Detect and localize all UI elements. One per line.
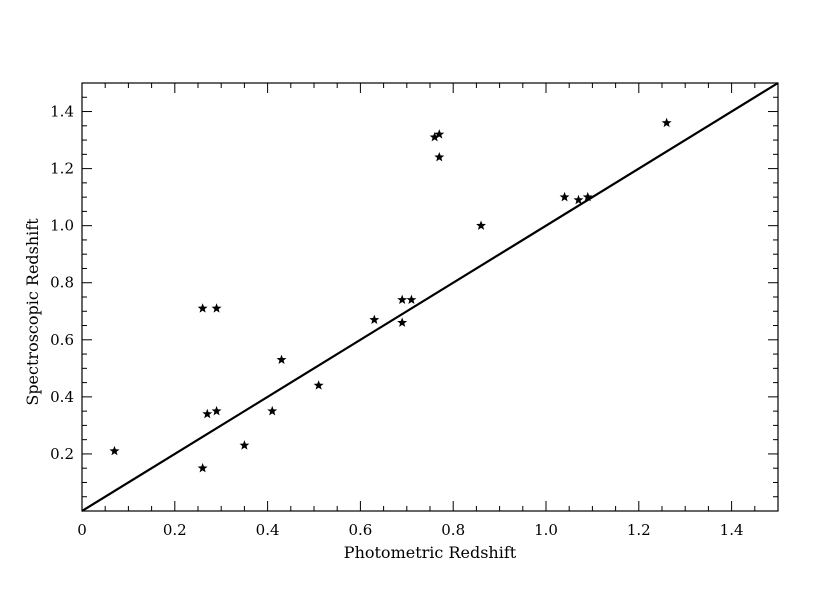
y-tick-label: 0.6 bbox=[50, 331, 74, 349]
x-tick-label: 0.6 bbox=[348, 521, 372, 539]
x-axis-title: Photometric Redshift bbox=[344, 543, 517, 562]
data-point-star bbox=[434, 129, 445, 139]
data-point-star bbox=[109, 445, 120, 456]
data-point-star bbox=[661, 117, 672, 128]
data-point-star bbox=[211, 405, 222, 416]
y-tick-label: 0.8 bbox=[50, 274, 74, 292]
data-point-star bbox=[397, 294, 408, 305]
data-point-star bbox=[406, 294, 417, 305]
x-tick-label: 1.4 bbox=[720, 521, 744, 539]
x-tick-label: 1.2 bbox=[627, 521, 651, 539]
x-tick-label: 0.4 bbox=[256, 521, 280, 539]
data-point-star bbox=[559, 191, 570, 202]
data-point-star bbox=[573, 194, 584, 205]
x-tick-label: 0.8 bbox=[441, 521, 465, 539]
identity-line-group bbox=[81, 82, 779, 512]
data-point-star bbox=[197, 463, 208, 473]
data-point-star bbox=[313, 380, 324, 390]
data-point-star bbox=[239, 440, 250, 450]
y-tick-label: 0.4 bbox=[50, 388, 74, 406]
data-point-star bbox=[429, 132, 440, 142]
data-point-star bbox=[476, 220, 486, 230]
data-point-star bbox=[434, 151, 445, 162]
data-point-star bbox=[276, 354, 287, 364]
data-point-star bbox=[369, 314, 380, 325]
data-point-star bbox=[267, 405, 278, 416]
y-axis-title: Spectroscopic Redshift bbox=[23, 218, 42, 406]
x-tick-label: 0 bbox=[77, 521, 87, 539]
x-tick-label: 0.2 bbox=[163, 521, 187, 539]
y-tick-label: 1.0 bbox=[50, 217, 74, 235]
y-axis-ticks: 0.2 0.4 0.6 0.8 1.0 1.2 1.4 bbox=[50, 82, 778, 512]
identity-line bbox=[81, 82, 779, 512]
y-tick-label: 1.2 bbox=[50, 160, 74, 178]
data-point-star bbox=[582, 191, 593, 202]
data-point-star bbox=[197, 303, 208, 313]
y-tick-label: 1.4 bbox=[50, 103, 74, 121]
x-tick-label: 1.0 bbox=[534, 521, 558, 539]
data-point-star bbox=[397, 317, 408, 327]
x-axis-ticks: 0 0.2 0.4 0.6 0.8 1.0 1.2 1.4 bbox=[77, 83, 779, 539]
data-point-star bbox=[211, 303, 222, 313]
data-points bbox=[109, 117, 672, 473]
data-point-star bbox=[202, 408, 213, 419]
y-tick-label: 0.2 bbox=[50, 445, 74, 463]
